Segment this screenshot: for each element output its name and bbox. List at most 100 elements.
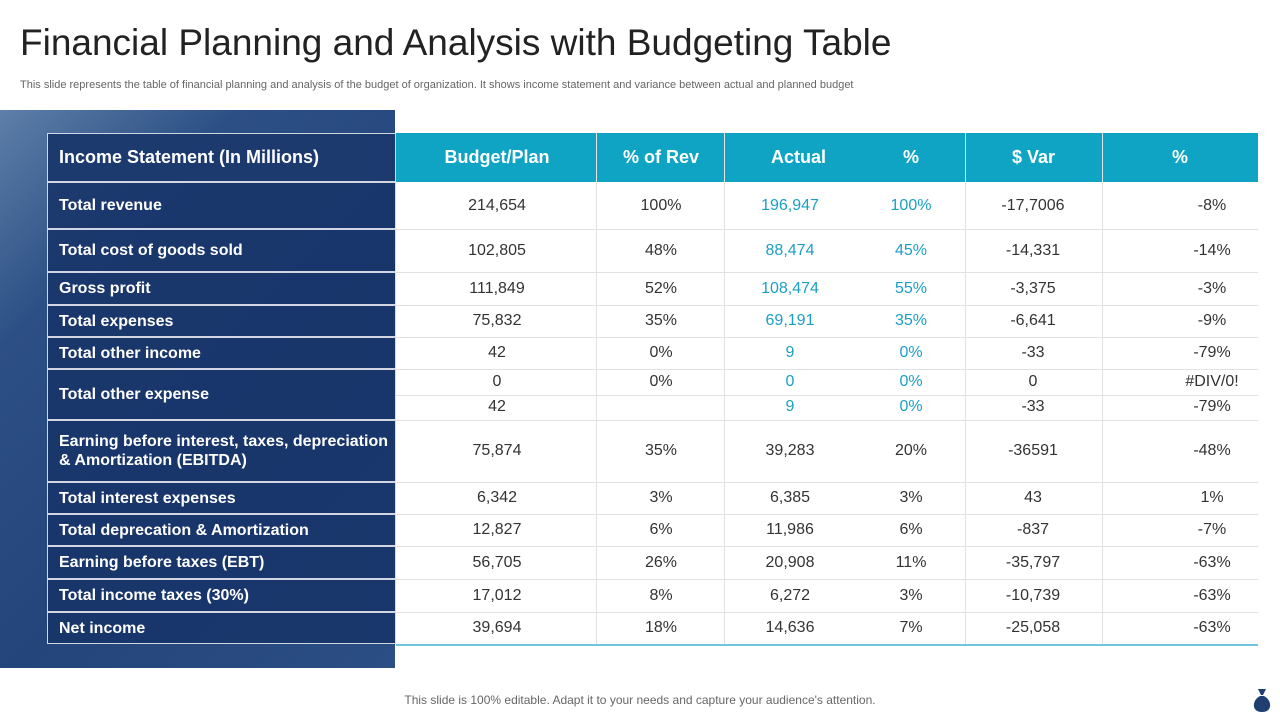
cell-value: -6,641 (1010, 312, 1056, 329)
cell-value: 43 (1024, 489, 1042, 506)
cell-value: 88,474 (765, 241, 815, 259)
grid-line (396, 305, 1258, 306)
cell-value: 12,827 (472, 521, 522, 538)
cell-value: 20,908 (765, 553, 815, 571)
grid-line (965, 133, 966, 644)
cell-value: -14% (1193, 241, 1231, 259)
cell-value: 0 (1028, 372, 1038, 390)
header-background (724, 133, 965, 182)
cell-value: -3% (1197, 279, 1227, 297)
grid-line (396, 272, 1258, 273)
grid-line (396, 420, 1258, 421)
cell-value: 11,986 (766, 521, 814, 538)
column-header: % of Rev (598, 133, 724, 182)
cell-value: -33 (1021, 344, 1045, 361)
cell-value: 52% (644, 279, 678, 297)
cell-value: -14,331 (1005, 241, 1061, 259)
grid-line (596, 133, 597, 644)
cell-value: 0% (649, 344, 673, 361)
cell-value: -7% (1197, 521, 1227, 538)
cell-value: 108,474 (761, 279, 819, 297)
cell-value: 6,272 (769, 586, 811, 604)
cell-value: 214,654 (468, 196, 526, 214)
cell-value: 35% (644, 312, 678, 329)
row-label: Earning before interest, taxes, deprecia… (47, 420, 396, 482)
cell-value: -36591 (1008, 442, 1058, 459)
cell-value: 55% (894, 279, 928, 297)
grid-line (396, 482, 1258, 483)
row-label: Total income taxes (30%) (47, 579, 396, 612)
cell-value: -48% (1193, 442, 1231, 459)
cell-value: -63% (1193, 619, 1231, 636)
cell-value: 75,832 (472, 312, 522, 329)
grid-line (396, 546, 1258, 547)
grid-line (396, 229, 1258, 230)
cell-value: -17,7006 (1001, 196, 1065, 214)
cell-value: 14,636 (765, 619, 815, 636)
column-header: Income Statement (In Millions) (47, 133, 396, 182)
row-label: Total interest expenses (47, 482, 396, 514)
cell-value: 39,694 (472, 619, 522, 636)
cell-value: 6% (899, 521, 923, 538)
row-label: Gross profit (47, 272, 396, 305)
cell-value: -837 (1016, 521, 1050, 538)
cell-value: 9 (785, 344, 795, 361)
cell-value: -33 (1021, 398, 1045, 416)
row-label: Total other expense (47, 369, 396, 420)
cell-value: -9% (1197, 312, 1227, 329)
cell-value: 26% (644, 553, 678, 571)
cell-value: -63% (1193, 586, 1231, 604)
cell-value: 6,342 (476, 489, 518, 506)
cell-value: 35% (894, 312, 928, 329)
column-header: $ Var (965, 133, 1102, 182)
cell-value: 0% (649, 372, 673, 390)
row-label: Total deprecation & Amortization (47, 514, 396, 546)
cell-value: -8% (1197, 196, 1227, 214)
money-bag-icon (1253, 689, 1271, 712)
column-header: % (903, 147, 920, 167)
row-label: Earning before taxes (EBT) (47, 546, 396, 579)
cell-value: 75,874 (472, 442, 522, 459)
cell-value: 102,805 (468, 241, 526, 259)
grid-line (396, 394, 1258, 396)
cell-value: 56,705 (472, 553, 522, 571)
cell-value: -25,058 (1005, 619, 1061, 636)
cell-value: 0% (899, 372, 923, 390)
grid-line (396, 612, 1258, 613)
column-header: Actual (771, 147, 827, 167)
cell-value: -35,797 (1005, 553, 1061, 571)
cell-value: 18% (644, 619, 678, 636)
cell-value: 100% (640, 196, 682, 214)
cell-value: 3% (899, 586, 923, 604)
cell-value: 11% (895, 553, 927, 571)
cell-value: 196,947 (761, 196, 819, 214)
cell-value: 6% (649, 521, 673, 538)
grid-line (724, 133, 725, 644)
row-label: Total expenses (47, 305, 396, 337)
cell-value: 0 (492, 372, 502, 390)
column-header: % (1102, 133, 1258, 182)
cell-value: 42 (488, 398, 506, 416)
cell-value: 39,283 (765, 442, 815, 459)
row-label: Net income (47, 612, 396, 644)
cell-value: -63% (1193, 553, 1231, 571)
cell-value: -3,375 (1010, 279, 1056, 297)
row-label: Total revenue (47, 182, 396, 229)
cell-value: 1% (1200, 489, 1224, 506)
cell-value: -10,739 (1005, 586, 1061, 604)
cell-value: 0% (899, 344, 923, 361)
grid-line (396, 337, 1258, 338)
cell-value: 9 (785, 398, 795, 416)
cell-value: 35% (644, 442, 678, 459)
cell-value: -79% (1193, 344, 1231, 361)
cell-value: #DIV/0! (1185, 372, 1239, 390)
cell-value: 0 (785, 372, 795, 390)
cell-value: 6,385 (769, 489, 811, 506)
cell-value: 100% (890, 196, 932, 214)
cell-value: 20% (894, 442, 928, 459)
cell-value: 111,849 (469, 279, 525, 297)
cell-value: 42 (488, 344, 506, 361)
table-bottom-border (396, 644, 1258, 646)
